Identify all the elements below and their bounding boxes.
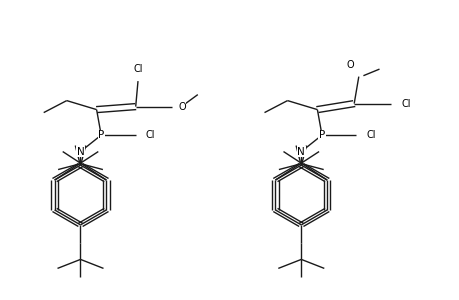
Text: Cl: Cl bbox=[400, 99, 410, 109]
Text: P: P bbox=[318, 130, 325, 140]
Text: P: P bbox=[98, 130, 104, 140]
Text: Cl: Cl bbox=[133, 64, 142, 74]
Text: Cl: Cl bbox=[146, 130, 155, 140]
Text: N: N bbox=[297, 147, 304, 157]
Text: Cl: Cl bbox=[366, 130, 375, 140]
Text: O: O bbox=[178, 102, 185, 112]
Text: N: N bbox=[77, 147, 84, 157]
Text: O: O bbox=[346, 60, 353, 70]
